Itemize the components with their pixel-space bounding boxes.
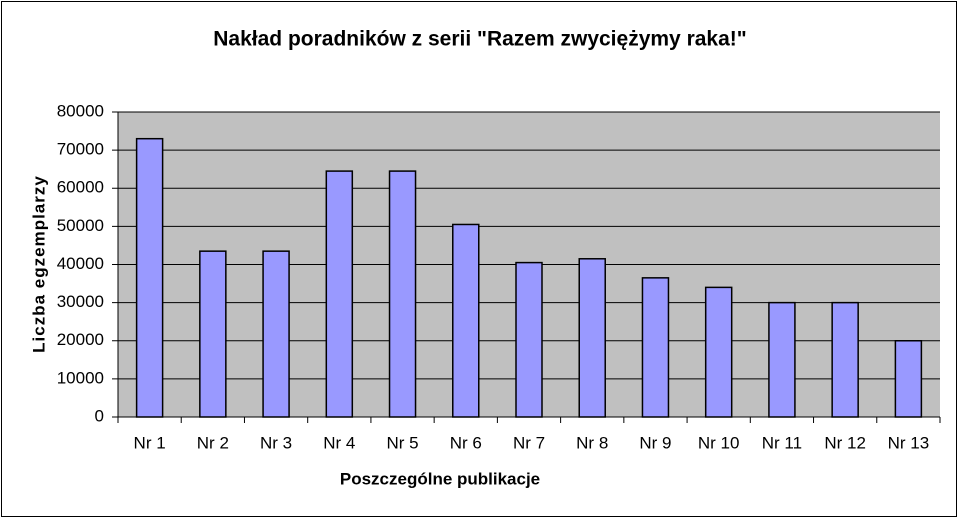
x-tick-label: Nr 9: [639, 433, 671, 452]
y-tick-label: 50000: [57, 216, 104, 235]
x-tick-label: Nr 4: [323, 433, 355, 452]
x-tick-label: Nr 3: [260, 433, 292, 452]
chart-title: Nakład poradników z serii "Razem zwycięż…: [213, 28, 746, 51]
x-tick-label: Nr 1: [134, 433, 166, 452]
x-tick-label: Nr 13: [888, 433, 930, 452]
bar: [452, 223, 480, 418]
y-tick-label: 40000: [57, 254, 104, 273]
bar: [515, 261, 543, 418]
y-tick-label: 60000: [57, 178, 104, 197]
bar: [704, 286, 733, 418]
bar: [641, 277, 670, 418]
x-axis-label: Poszczególne publikacje: [340, 469, 540, 488]
y-tick-label: 0: [95, 406, 104, 425]
y-tick-label: 70000: [57, 140, 104, 159]
y-tick-label: 30000: [57, 292, 104, 311]
bar: [578, 258, 606, 418]
y-tick-label: 10000: [57, 368, 104, 387]
bar: [894, 340, 923, 418]
y-tick-label: 80000: [57, 101, 104, 120]
y-axis-label: Liczba egzemplarzy: [29, 175, 48, 353]
bar: [325, 170, 354, 418]
x-tick-label: Nr 12: [824, 433, 866, 452]
bar: [388, 170, 417, 418]
x-tick-label: Nr 10: [698, 433, 740, 452]
bar: [831, 301, 859, 418]
bar: [199, 250, 227, 418]
bar: [262, 250, 290, 418]
x-tick-label: Nr 11: [762, 433, 802, 452]
bar: [768, 301, 796, 418]
y-tick-label: 20000: [57, 330, 104, 349]
bar: [135, 137, 164, 418]
x-tick-label: Nr 5: [386, 433, 418, 452]
x-tick-label: Nr 2: [197, 433, 229, 452]
x-tick-label: Nr 7: [513, 433, 545, 452]
x-tick-label: Nr 8: [576, 433, 608, 452]
x-tick-label: Nr 6: [450, 433, 482, 452]
